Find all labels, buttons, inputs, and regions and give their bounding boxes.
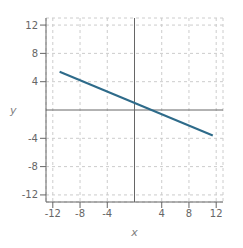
svg-text:12: 12 <box>210 208 223 219</box>
svg-text:8: 8 <box>186 208 192 219</box>
svg-text:-8: -8 <box>75 208 85 219</box>
svg-text:-4: -4 <box>28 133 38 144</box>
svg-text:12: 12 <box>25 20 38 31</box>
svg-text:y: y <box>9 104 17 117</box>
svg-text:4: 4 <box>32 76 38 87</box>
svg-text:4: 4 <box>159 208 165 219</box>
svg-text:x: x <box>130 226 138 239</box>
svg-text:-4: -4 <box>102 208 112 219</box>
svg-text:-12: -12 <box>22 189 38 200</box>
svg-text:-12: -12 <box>45 208 61 219</box>
svg-text:8: 8 <box>32 48 38 59</box>
svg-text:-8: -8 <box>28 161 38 172</box>
